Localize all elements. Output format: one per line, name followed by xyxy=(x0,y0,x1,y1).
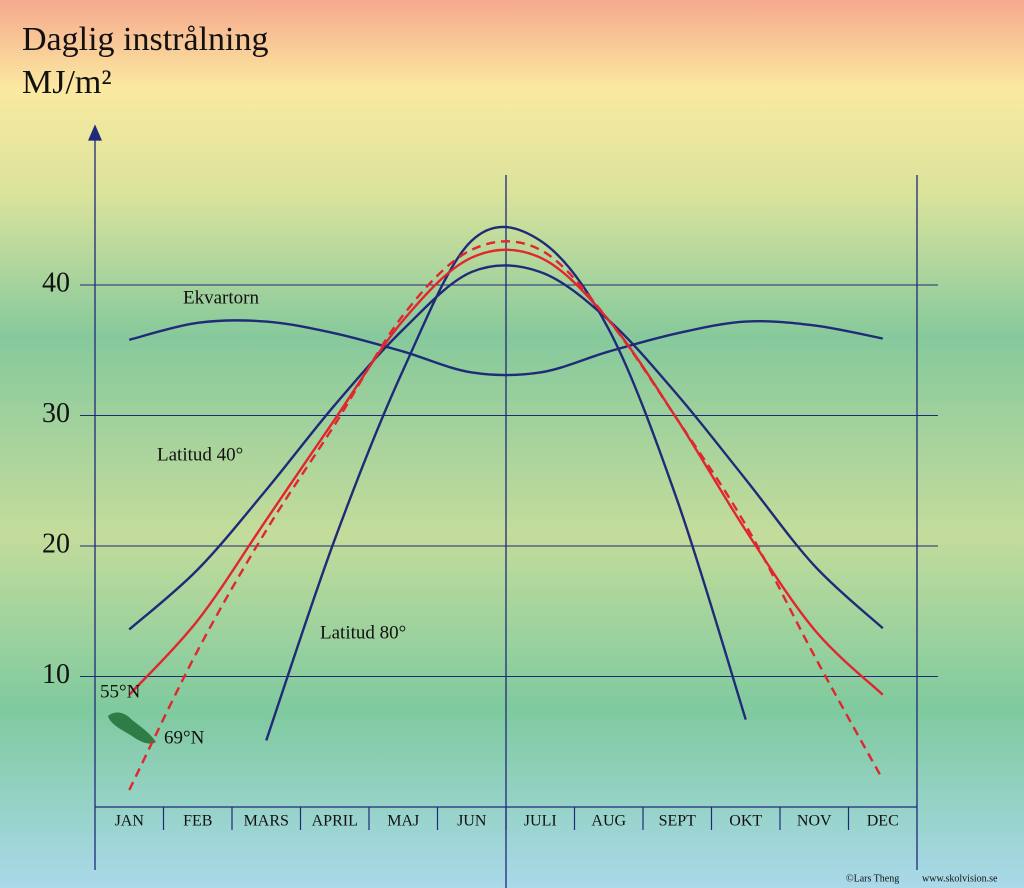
x-tick-label: MARS xyxy=(244,813,289,830)
x-tick-label: AUG xyxy=(591,813,626,830)
x-tick-label: JULI xyxy=(524,813,557,830)
x-tick-label: DEC xyxy=(867,813,899,830)
y-tick-label: 30 xyxy=(42,398,70,429)
series-label: Ekvartorn xyxy=(183,287,259,308)
measured-area xyxy=(108,712,156,744)
x-tick-label: NOV xyxy=(797,813,832,830)
y-axis-arrow xyxy=(88,124,102,141)
y-tick-label: 10 xyxy=(42,659,70,690)
x-tick-label: JAN xyxy=(115,813,145,830)
credit: ©Lars Theng xyxy=(846,873,899,884)
series-line xyxy=(128,248,884,696)
series-label: Latitud 40° xyxy=(157,444,243,465)
x-tick-label: MAJ xyxy=(387,813,419,830)
series-label: 69°N xyxy=(164,727,205,748)
series-line xyxy=(128,264,884,631)
series-label: Latitud 80° xyxy=(320,622,406,643)
series-label: 55°N xyxy=(100,681,141,702)
series-line xyxy=(265,225,747,741)
x-tick-label: JUN xyxy=(457,813,487,830)
credit: www.skolvision.se xyxy=(922,873,998,884)
x-tick-label: SEPT xyxy=(659,813,697,830)
x-tick-label: APRIL xyxy=(312,813,358,830)
chart-title: Daglig instrålning xyxy=(22,21,268,58)
x-tick-label: FEB xyxy=(183,813,212,830)
series-line xyxy=(128,319,883,377)
y-tick-label: 20 xyxy=(42,528,70,559)
y-tick-label: 40 xyxy=(42,267,70,298)
y-axis-label: MJ/m² xyxy=(22,64,112,101)
x-tick-label: OKT xyxy=(729,813,762,830)
series-line xyxy=(128,240,884,791)
